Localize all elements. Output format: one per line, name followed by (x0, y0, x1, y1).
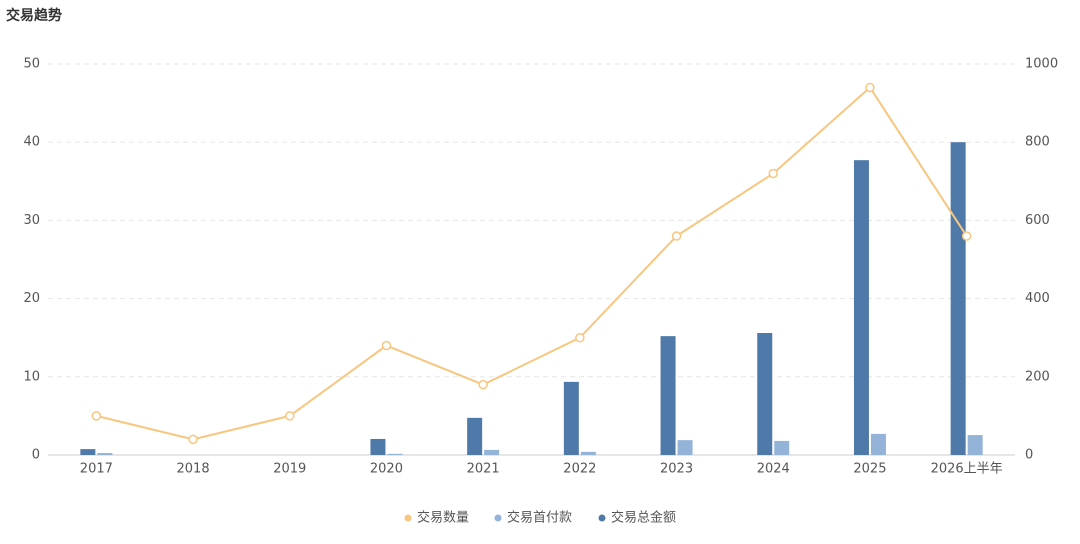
bar (484, 449, 500, 455)
x-tick-label: 2020 (370, 462, 403, 477)
line-point (381, 340, 392, 351)
bar (387, 453, 403, 455)
y-tick-label: 40 (23, 135, 40, 150)
bar (677, 440, 693, 455)
chart-title: 交易趋势 (6, 7, 62, 24)
x-tick-label: 2026上半年 (931, 462, 1003, 477)
line-point (961, 231, 972, 241)
y-tick-label: 30 (23, 213, 40, 228)
line-point (285, 411, 295, 421)
line-point (478, 379, 488, 390)
legend-label: 交易总金额 (611, 510, 676, 526)
legend-marker (404, 514, 412, 522)
line-point (768, 168, 778, 179)
y-tick-label: 0 (32, 448, 40, 463)
y2-tick-label: 1000 (1025, 57, 1058, 72)
legend-marker (598, 514, 606, 522)
bar (660, 336, 676, 455)
line-point (188, 434, 198, 445)
line-point (575, 332, 585, 343)
legend-label: 交易首付款 (507, 510, 572, 526)
y2-tick-label: 200 (1025, 369, 1050, 384)
x-tick-label: 2017 (80, 462, 113, 477)
y2-tick-label: 800 (1025, 135, 1050, 150)
y2-tick-label: 600 (1025, 213, 1050, 228)
line-point (865, 82, 875, 93)
line (96, 85, 968, 441)
bar (580, 451, 596, 455)
x-tick-label: 2024 (757, 462, 790, 477)
line-point (671, 231, 682, 241)
bar (870, 433, 886, 455)
bar (80, 449, 96, 455)
x-tick-label: 2022 (563, 462, 596, 477)
legend-marker (494, 514, 502, 522)
bar (950, 142, 966, 455)
x-tick-label: 2025 (853, 462, 886, 477)
line-point (91, 411, 102, 421)
y-tick-label: 10 (23, 369, 40, 384)
x-tick-label: 2018 (177, 462, 210, 477)
bar (967, 435, 983, 455)
bar (853, 160, 869, 455)
x-tick-label: 2021 (467, 462, 500, 477)
x-tick-label: 2023 (660, 462, 693, 477)
bar (774, 440, 790, 455)
x-tick-label: 2019 (273, 462, 306, 477)
y2-tick-label: 0 (1025, 448, 1033, 463)
bar (563, 381, 579, 455)
bar (467, 417, 483, 455)
bar (757, 333, 773, 455)
bar (370, 438, 386, 455)
y-tick-label: 20 (23, 291, 40, 306)
legend-label: 交易数量 (417, 510, 469, 526)
y-tick-label: 50 (23, 57, 40, 72)
bar (97, 453, 113, 455)
y2-tick-label: 400 (1025, 291, 1050, 306)
